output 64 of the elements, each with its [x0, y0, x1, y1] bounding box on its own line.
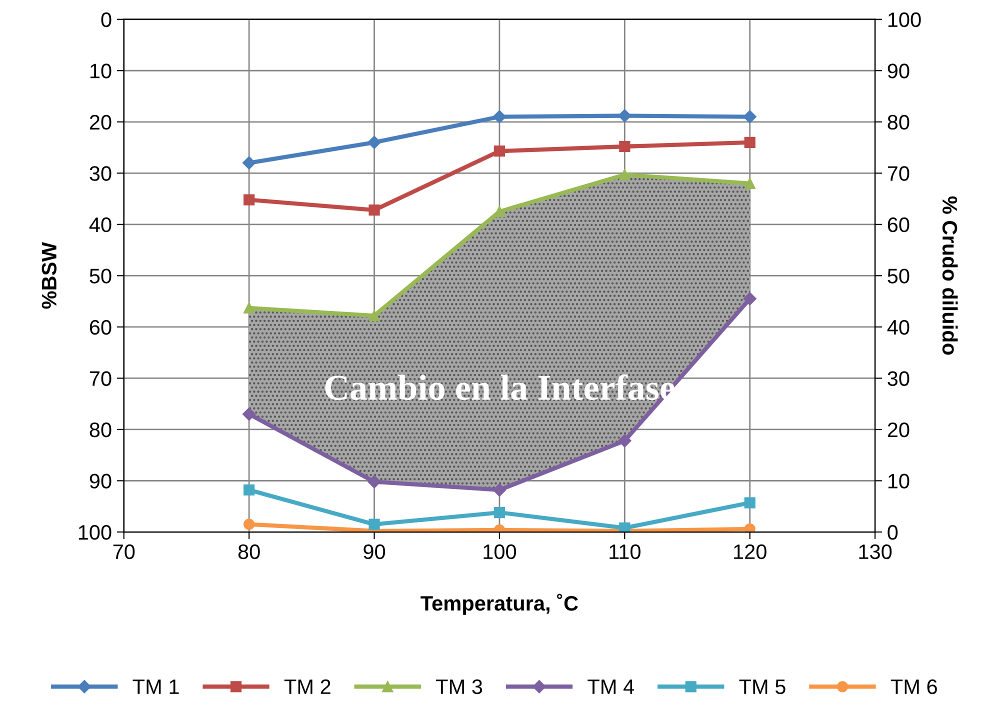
y2-tick-label: 10 — [888, 474, 910, 488]
y-tick-label: 100 — [78, 525, 112, 540]
point — [494, 506, 506, 518]
y2-tick-label: 20 — [888, 422, 910, 438]
x-tick-label: 100 — [484, 544, 516, 560]
point — [744, 497, 756, 508]
x-tick-label: 110 — [610, 544, 640, 560]
point — [492, 110, 506, 124]
point — [619, 140, 630, 152]
point — [494, 146, 506, 157]
legend-label: TM 5 — [739, 680, 786, 694]
y2-axis-title: % Crudo diluido — [942, 196, 958, 355]
y-tick-label: 0 — [101, 12, 112, 28]
x-tick-label: 80 — [238, 544, 260, 560]
y2-tick-label: 80 — [888, 114, 910, 130]
y-tick-label: 10 — [90, 64, 112, 78]
legend-label: TM 2 — [284, 679, 330, 694]
point — [368, 204, 380, 216]
y-tick-label: 50 — [90, 268, 112, 284]
point — [244, 518, 255, 530]
point — [368, 136, 381, 149]
point — [744, 178, 756, 189]
point — [244, 302, 255, 314]
y-tick-label: 60 — [90, 320, 112, 335]
legend-label: TM 4 — [588, 680, 634, 694]
point — [744, 523, 756, 532]
point — [244, 194, 255, 206]
y-tick-label: 20 — [90, 114, 112, 130]
point — [368, 518, 380, 530]
y-axis-title: %BSW — [42, 242, 57, 309]
legend-label: TM 6 — [890, 679, 937, 694]
point — [619, 522, 630, 532]
y2-tick-label: 40 — [887, 320, 910, 335]
y2-tick-label: 0 — [888, 525, 898, 540]
legend-label: TM 1 — [132, 680, 179, 694]
y-tick-label: 70 — [90, 371, 112, 386]
point — [743, 110, 756, 124]
y2-tick-label: 90 — [888, 64, 910, 78]
point — [368, 475, 381, 488]
point — [743, 292, 756, 306]
y2-tick-label: 50 — [888, 268, 910, 284]
point — [744, 136, 756, 148]
x-tick-label: 120 — [734, 544, 766, 560]
y-tick-label: 90 — [90, 474, 112, 488]
x-tick-label: 130 — [859, 544, 892, 560]
y2-tick-label: 30 — [888, 371, 910, 386]
point — [368, 310, 380, 322]
y2-tick-label: 60 — [888, 217, 910, 232]
y-tick-label: 30 — [90, 166, 112, 181]
point — [618, 434, 632, 448]
point — [242, 408, 256, 421]
point — [618, 109, 632, 122]
point — [619, 169, 630, 180]
x-tick-label: 70 — [113, 544, 135, 560]
x-axis-title: Temperatura, ˚C — [420, 594, 578, 615]
y-tick-label: 80 — [90, 422, 112, 438]
y-tick-label: 40 — [89, 217, 112, 232]
y2-tick-label: 70 — [888, 166, 910, 181]
legend-label: TM 3 — [436, 679, 482, 694]
point — [244, 484, 255, 496]
point — [242, 156, 256, 170]
x-tick-label: 90 — [364, 544, 386, 560]
point — [492, 483, 506, 497]
y2-tick-label: 100 — [888, 12, 921, 28]
